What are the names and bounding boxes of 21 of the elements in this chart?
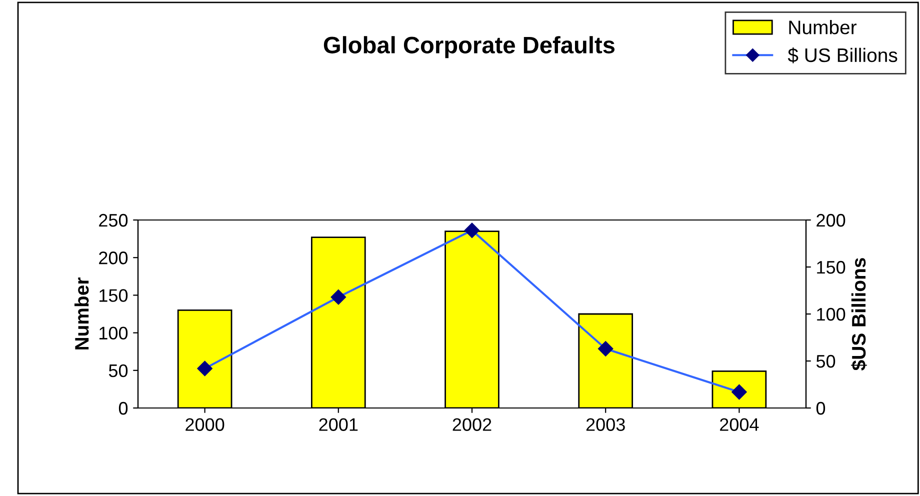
x-tick-label: 2001 bbox=[319, 418, 358, 431]
x-tick-label: 2004 bbox=[720, 418, 759, 431]
y2-tick-label: 100 bbox=[817, 308, 846, 321]
y2-tick-label: 200 bbox=[816, 214, 846, 227]
y2-tick-label: 150 bbox=[817, 260, 846, 274]
legend-label: Number bbox=[789, 20, 857, 34]
y-tick-label: 200 bbox=[99, 252, 128, 264]
x-tick-label: 2002 bbox=[452, 418, 492, 431]
y-tick-label: 150 bbox=[100, 289, 128, 302]
y-axis-title: Number bbox=[74, 278, 89, 350]
y2-tick-label: 50 bbox=[816, 354, 836, 368]
legend-label: $ US Billions bbox=[788, 48, 898, 64]
chart-title: Global Corporate Defaults bbox=[324, 36, 615, 58]
y-tick-label: 100 bbox=[100, 326, 128, 340]
y2-axis-title: $US Billions bbox=[851, 258, 867, 370]
y-tick-label: 0 bbox=[118, 402, 128, 415]
x-tick-label: 2000 bbox=[186, 418, 224, 431]
x-tick-label: 2003 bbox=[586, 418, 625, 431]
y-tick-label: 50 bbox=[108, 364, 128, 378]
y2-tick-label: 0 bbox=[816, 402, 826, 415]
y-tick-label: 250 bbox=[99, 214, 128, 227]
